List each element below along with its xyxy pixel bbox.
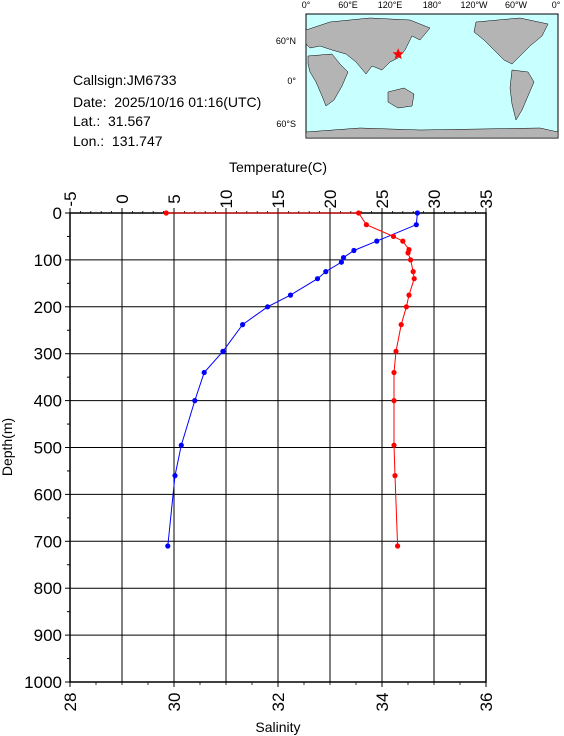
- salinity-data-point: [400, 238, 406, 244]
- australia-shape: [387, 87, 415, 109]
- salinity-data-point: [392, 473, 398, 479]
- depth-tick-label: 900: [34, 626, 62, 645]
- depth-tick-label: 1000: [24, 673, 62, 692]
- temperature-tick-label: 0: [113, 194, 132, 203]
- temperature-data-point: [265, 304, 271, 310]
- salinity-data-point: [391, 398, 397, 404]
- antarctica-shape: [305, 127, 559, 139]
- lon-text: Lon.: 131.747: [73, 133, 163, 149]
- salinity-data-point: [403, 304, 409, 310]
- temperature-data-point: [413, 222, 419, 228]
- salinity-data-point: [411, 276, 417, 282]
- temperature-tick-label: 10: [217, 190, 236, 209]
- north-america-shape: [473, 17, 549, 65]
- temperature-data-point: [287, 292, 294, 298]
- callsign-text: Callsign:JM6733: [73, 72, 177, 88]
- salinity-data-point: [410, 269, 416, 275]
- depth-tick-label: 300: [34, 345, 62, 364]
- temperature-data-point: [314, 276, 321, 282]
- temperature-data-point: [172, 473, 178, 479]
- chart-series: [163, 210, 420, 549]
- map-land: [305, 17, 559, 139]
- map-marker-group: [392, 48, 404, 60]
- temperature-data-point: [338, 259, 344, 265]
- temperature-data-point: [351, 247, 357, 254]
- temperature-axis-label: Temperature(C): [229, 159, 327, 175]
- salinity-profile-line: [166, 212, 415, 547]
- map-lon-label-0: 0°: [302, 0, 311, 10]
- depth-tick-label: 600: [34, 485, 62, 504]
- map-lat-label-60n: 60°N: [276, 36, 296, 46]
- africa-shape: [307, 53, 349, 107]
- temperature-data-point: [374, 238, 380, 244]
- map-lat-label-60s: 60°S: [276, 119, 296, 129]
- temperature-tick-label: 5: [165, 194, 184, 203]
- salinity-data-point: [163, 210, 169, 216]
- salinity-data-point: [356, 210, 362, 216]
- map-lon-label-3: 180°: [423, 0, 442, 10]
- world-map: 0° 60°E 120°E 180° 120°W 60°W 0° 60°N 0°…: [276, 0, 561, 139]
- depth-tick-label: 800: [34, 579, 62, 598]
- temperature-data-point: [201, 369, 207, 376]
- salinity-tick-label: 30: [165, 693, 184, 712]
- salinity-data-point: [406, 292, 412, 298]
- salinity-data-point: [393, 348, 399, 354]
- temperature-tick-label: 25: [373, 190, 392, 209]
- temperature-data-point: [414, 210, 420, 216]
- salinity-tick-label: 28: [61, 693, 80, 712]
- salinity-data-point: [398, 322, 404, 328]
- temperature-data-point: [165, 543, 171, 549]
- date-text: Date: 2025/10/16 01:16(UTC): [73, 94, 262, 110]
- lat-text: Lat.: 31.567: [73, 113, 151, 129]
- temperature-data-point: [240, 322, 246, 328]
- temperature-tick-label: 20: [321, 190, 340, 209]
- salinity-axis-label: Salinity: [255, 719, 300, 735]
- map-lon-label-4: 120°W: [460, 0, 488, 10]
- depth-tick-label: 0: [53, 204, 62, 223]
- temperature-tick-label: -5: [61, 191, 80, 206]
- eurasia-shape: [305, 17, 431, 75]
- temperature-profile-line: [167, 212, 418, 547]
- temperature-tick-label: 35: [477, 190, 496, 209]
- salinity-data-point: [408, 257, 414, 263]
- salinity-data-point: [405, 250, 411, 256]
- depth-tick-label: 100: [34, 251, 62, 270]
- salinity-data-point: [363, 222, 369, 228]
- chart-grid: [69, 212, 487, 683]
- map-lon-label-6: 0°: [552, 0, 561, 10]
- salinity-data-point: [390, 233, 396, 239]
- depth-axis-label: Depth(m): [0, 418, 15, 476]
- temperature-data-point: [220, 348, 226, 354]
- south-america-shape: [509, 69, 535, 121]
- depth-tick-label: 700: [34, 532, 62, 551]
- salinity-tick-label: 32: [269, 693, 288, 712]
- depth-tick-label: 400: [34, 392, 62, 411]
- station-marker-star-icon: [392, 48, 404, 60]
- depth-tick-label: 200: [34, 298, 62, 317]
- map-lon-label-2: 120°E: [378, 0, 403, 10]
- temperature-data-point: [192, 398, 198, 404]
- temperature-tick-label: 15: [269, 190, 288, 209]
- temperature-data-point: [340, 255, 347, 261]
- salinity-data-point: [391, 369, 397, 376]
- salinity-data-point: [391, 442, 397, 448]
- map-lon-label-1: 60°E: [338, 0, 358, 10]
- salinity-tick-label: 34: [373, 693, 392, 712]
- depth-tick-label: 500: [34, 439, 62, 458]
- temperature-data-point: [323, 269, 329, 275]
- map-lat-label-0: 0°: [287, 76, 296, 86]
- salinity-tick-label: 36: [477, 693, 496, 712]
- salinity-data-point: [395, 543, 401, 549]
- temperature-tick-label: 30: [425, 190, 444, 209]
- temperature-data-point: [178, 442, 184, 448]
- map-lon-label-5: 60°W: [505, 0, 528, 10]
